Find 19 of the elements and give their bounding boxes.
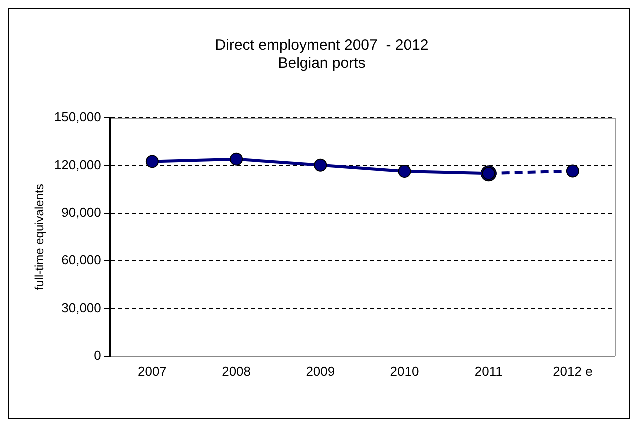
y-tick-label: 150,000	[54, 110, 102, 125]
point	[398, 165, 412, 178]
x-tick-label: 2012 e	[553, 364, 593, 379]
point	[230, 152, 244, 166]
chart-title: Direct employment 2007 - 2012 Belgian ports	[215, 37, 429, 72]
x-tick-label: 2009	[306, 364, 336, 379]
y-tick-label: 60,000	[62, 252, 102, 268]
x-tick-label: 2010	[390, 364, 420, 379]
point	[566, 164, 580, 178]
y-tick-label: 90,000	[62, 204, 102, 220]
y-tick-label: 30,000	[62, 300, 102, 316]
x-tick-label: 2011	[474, 364, 503, 379]
x-tick-label: 2007	[138, 364, 167, 379]
y-axis-title: full-time equivalents	[32, 184, 47, 290]
y-tick-label: 0	[94, 348, 102, 363]
point	[314, 158, 328, 172]
point	[146, 155, 159, 168]
y-tick-label: 120,000	[54, 157, 102, 172]
x-tick-label: 2008	[222, 364, 252, 379]
